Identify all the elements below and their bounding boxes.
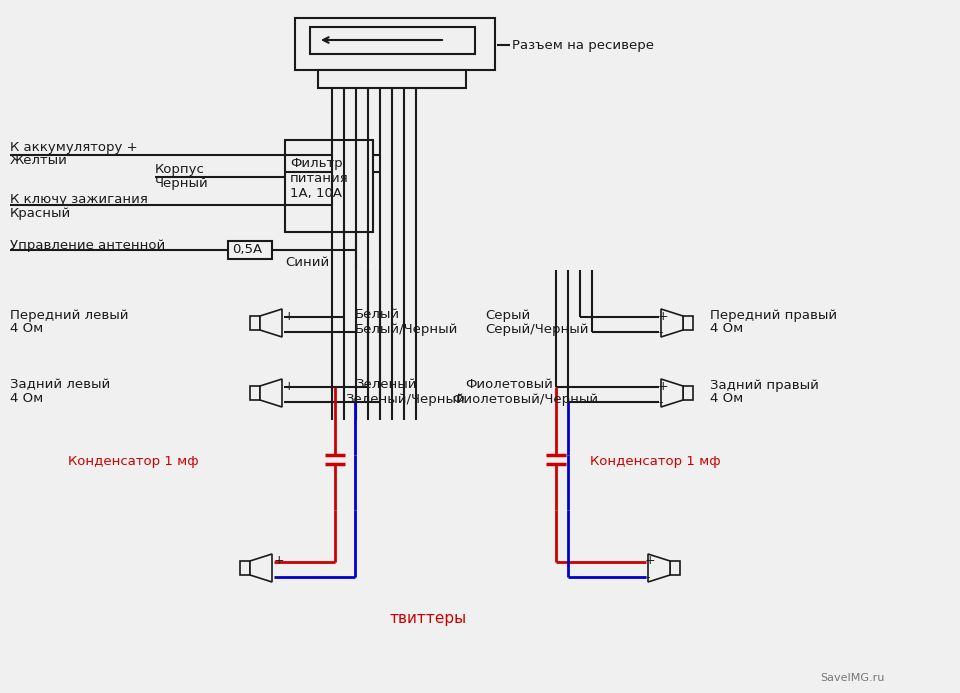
Bar [670, 561, 680, 575]
Bar [683, 316, 693, 330]
Text: Зеленый: Зеленый [355, 378, 417, 392]
Text: Красный: Красный [10, 207, 71, 220]
Text: Серый: Серый [485, 308, 530, 322]
Bar [310, 27, 475, 54]
Text: +: + [658, 380, 668, 392]
Text: твиттеры: твиттеры [390, 611, 468, 626]
Bar [318, 70, 466, 88]
Text: К аккумулятору +: К аккумулятору + [10, 141, 137, 154]
Bar [250, 386, 260, 400]
Text: SaveIMG.ru: SaveIMG.ru [820, 673, 884, 683]
Polygon shape [260, 379, 282, 407]
Bar [683, 386, 693, 400]
Text: +: + [274, 554, 284, 568]
Bar [228, 241, 272, 259]
Text: Синий: Синий [285, 256, 329, 270]
Text: Разъем на ресивере: Разъем на ресивере [512, 39, 654, 51]
Text: Фиолетовый/Черный: Фиолетовый/Черный [452, 394, 598, 407]
Text: +: + [658, 310, 668, 322]
Text: Управление антенной: Управление антенной [10, 238, 165, 252]
Text: -: - [658, 396, 662, 410]
Text: -: - [284, 396, 289, 410]
Text: 4 Ом: 4 Ом [710, 392, 743, 405]
Text: Задний правый: Задний правый [710, 378, 819, 392]
Text: Передний правый: Передний правый [710, 308, 837, 322]
Text: +: + [645, 554, 656, 568]
Text: Желтый: Желтый [10, 155, 68, 168]
Text: Белый/Черный: Белый/Черный [355, 324, 458, 337]
Text: Черный: Черный [155, 177, 208, 189]
Text: К ключу зажигания: К ключу зажигания [10, 193, 148, 207]
Text: 0,5А: 0,5А [232, 243, 262, 256]
Text: Передний левый: Передний левый [10, 308, 129, 322]
Bar [285, 140, 373, 232]
Text: 4 Ом: 4 Ом [10, 392, 43, 405]
Text: Конденсатор 1 мф: Конденсатор 1 мф [590, 455, 721, 468]
Text: 4 Ом: 4 Ом [710, 322, 743, 335]
Text: 1А, 10А: 1А, 10А [290, 186, 342, 200]
Text: питания: питания [290, 171, 348, 184]
Text: -: - [284, 326, 289, 340]
Text: +: + [284, 380, 295, 392]
Text: Фильтр: Фильтр [290, 157, 343, 170]
Text: 4 Ом: 4 Ом [10, 322, 43, 335]
Polygon shape [250, 554, 272, 582]
Polygon shape [661, 309, 683, 337]
Text: -: - [274, 572, 278, 584]
Bar [240, 561, 250, 575]
Text: Задний левый: Задний левый [10, 378, 110, 392]
Bar [295, 18, 495, 70]
Polygon shape [661, 379, 683, 407]
Text: Конденсатор 1 мф: Конденсатор 1 мф [68, 455, 199, 468]
Text: Зеленый/Черный: Зеленый/Черный [345, 394, 465, 407]
Polygon shape [648, 554, 670, 582]
Polygon shape [260, 309, 282, 337]
Text: Фиолетовый: Фиолетовый [465, 378, 553, 392]
Text: -: - [645, 572, 650, 584]
Text: +: + [284, 310, 295, 322]
Bar [250, 316, 260, 330]
Text: Белый: Белый [355, 308, 400, 322]
Text: -: - [658, 326, 662, 340]
Text: Корпус: Корпус [155, 164, 204, 177]
Text: Серый/Черный: Серый/Черный [485, 324, 588, 337]
